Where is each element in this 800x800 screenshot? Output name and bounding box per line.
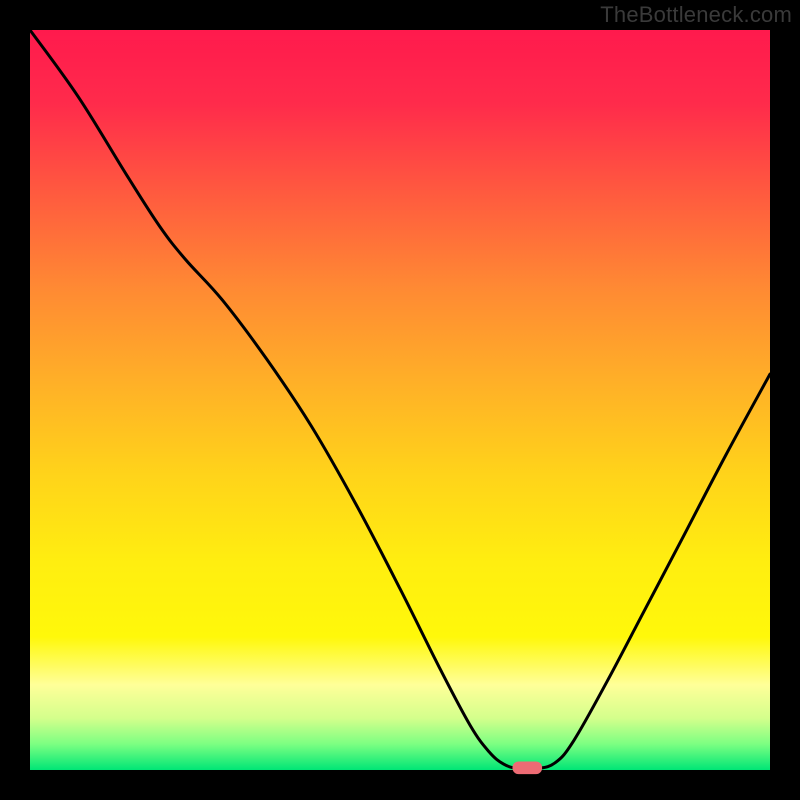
optimal-marker — [512, 761, 542, 774]
watermark-text: TheBottleneck.com — [600, 2, 792, 28]
chart-container: { "watermark": "TheBottleneck.com", "cha… — [0, 0, 800, 800]
bottleneck-chart — [0, 0, 800, 800]
plot-background — [30, 30, 770, 770]
